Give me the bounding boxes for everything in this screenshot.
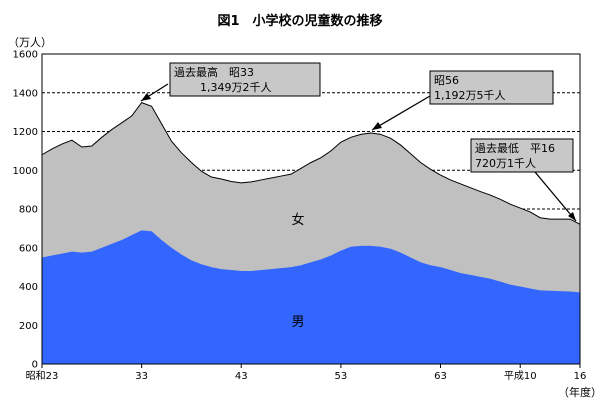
female-area-label: 女 (291, 212, 304, 228)
annotation-peak: 過去最高 昭33 1,349万2千人 (140, 62, 321, 102)
x-tick-label-3: 53 (335, 371, 348, 382)
y-tick-label-1000: 1000 (13, 166, 38, 177)
annotation-s56-arrow (371, 95, 431, 131)
chart-title: 図1 小学校の児童数の推移 (217, 13, 382, 29)
y-tick-label-0: 0 (32, 360, 38, 371)
annotation-peak-box (169, 62, 321, 97)
annotation-peak-line-1: 過去最高 昭33 (174, 65, 254, 79)
annotations: 過去最高 昭33 1,349万2千人 昭56 1,192万5千人 過去最低 平1… (140, 62, 577, 222)
x-axis-label: （年度） (558, 385, 600, 399)
y-tick-label-1600: 1600 (13, 50, 38, 61)
annotation-low-arrowhead (568, 212, 576, 221)
annotation-s56-line-1: 昭56 (434, 74, 459, 87)
y-tick-label-1400: 1400 (13, 88, 38, 99)
annotation-s56: 昭56 1,192万5千人 (371, 70, 554, 131)
x-tick-label-2: 43 (235, 371, 248, 382)
x-axis-ticks: 昭和23 33 43 53 63 平成10 16 (26, 364, 587, 382)
y-tick-label-200: 200 (19, 321, 38, 332)
x-tick-label-4: 63 (434, 371, 447, 382)
x-tick-label-5: 平成10 (504, 370, 537, 382)
annotation-s56-box (429, 70, 554, 105)
stacked-areas (41, 102, 581, 364)
series-total-line (41, 102, 581, 225)
x-tick-label-0: 昭和23 (26, 370, 59, 382)
y-tick-label-400: 400 (19, 282, 38, 293)
male-area-label: 男 (291, 315, 304, 330)
y-tick-label-800: 800 (19, 205, 38, 216)
y-axis-ticks: 0 200 400 600 800 1000 1200 1400 1600 (13, 50, 38, 371)
annotation-s56-arrowhead (372, 122, 382, 130)
annotation-peak-line-2: 1,349万2千人 (200, 81, 272, 94)
annotation-low-line-2: 720万1千人 (475, 157, 536, 170)
annotation-low-arrow (534, 171, 577, 222)
annotation-s56-line-2: 1,192万5千人 (434, 89, 506, 102)
plot-frame (41, 53, 581, 365)
annotation-low-box (470, 138, 574, 173)
y-axis-label: （万人） (8, 36, 52, 49)
annotation-low: 過去最低 平16 720万1千人 (470, 138, 577, 222)
x-tick-label-6: 16 (574, 371, 587, 382)
x-tick-label-1: 33 (135, 371, 148, 382)
annotation-low-line-1: 過去最低 平16 (475, 142, 555, 155)
annotation-peak-arrowhead (141, 93, 151, 101)
y-tick-label-600: 600 (19, 243, 38, 254)
y-tick-label-1200: 1200 (13, 127, 38, 138)
series-male-area (42, 230, 580, 364)
